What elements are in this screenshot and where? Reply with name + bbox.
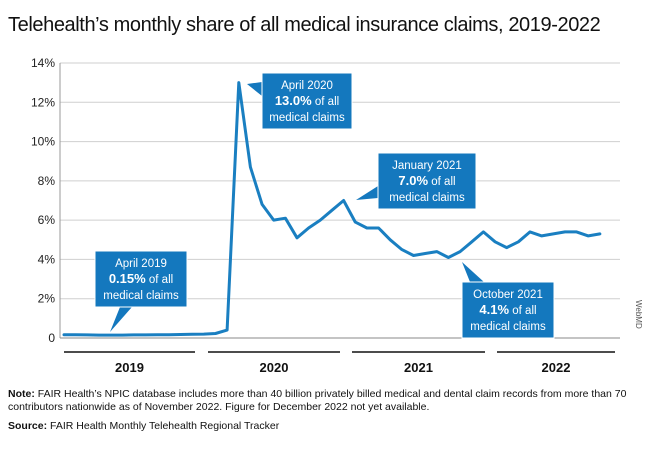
callout-value: 13.0% <box>275 93 312 108</box>
callout-value-line: 13.0% of all <box>275 93 339 108</box>
y-tick-label: 14% <box>31 56 55 70</box>
callout-date: October 2021 <box>473 289 543 301</box>
source-line: Source: FAIR Health Monthly Telehealth R… <box>8 420 644 432</box>
callout-date: April 2019 <box>115 258 167 270</box>
gridlines <box>59 62 620 339</box>
series-line-telehealth-share <box>62 81 602 337</box>
year-label-2021: 2021 <box>404 360 433 375</box>
chart-title: Telehealth’s monthly share of all medica… <box>8 14 601 36</box>
source-text: FAIR Health Monthly Telehealth Regional … <box>50 420 280 432</box>
callout-caption: medical claims <box>470 321 546 333</box>
callout-caption: medical claims <box>269 112 345 124</box>
year-label-2019: 2019 <box>115 360 144 375</box>
callout-box <box>261 72 353 130</box>
callout-value-suffix: of all <box>509 305 537 317</box>
y-tick-label: 6% <box>38 213 56 227</box>
callout-value: 0.15% <box>109 271 146 286</box>
x-axis-year-groups: 2019 2020 2021 2022 <box>64 351 615 375</box>
callout-pointer <box>110 307 132 332</box>
source-label: Source: <box>8 420 48 432</box>
year-label-2020: 2020 <box>260 360 289 375</box>
y-tick-label: 12% <box>31 95 55 109</box>
callout-date: April 2020 <box>281 80 333 92</box>
y-tick-label: 0 <box>48 331 55 345</box>
callout-value-line: 0.15% of all <box>109 271 173 286</box>
y-tick-label: 2% <box>38 292 56 306</box>
callout-value: 4.1% <box>479 302 509 317</box>
callout-pointer <box>356 186 378 200</box>
footnote-label: Note: <box>8 388 35 400</box>
callout-value: 7.0% <box>398 173 428 188</box>
callout-box <box>461 281 555 339</box>
watermark-text: WebMD <box>634 300 643 329</box>
callout-value-suffix: of all <box>146 274 174 286</box>
line-chart: 0 2% 4% 6% 8% 10% 12% 14% 2019 2020 2021 2022 Apri… <box>31 56 643 375</box>
callout-caption: medical claims <box>389 192 465 204</box>
footnote-text: FAIR Health’s NPIC database includes mor… <box>8 388 627 413</box>
year-label-2022: 2022 <box>542 360 571 375</box>
y-tick-label: 8% <box>38 174 56 188</box>
callout-pointer <box>462 262 484 282</box>
callout-pointer <box>247 82 262 96</box>
footnote: Note: FAIR Health’s NPIC database includ… <box>8 388 644 414</box>
y-tick-label: 4% <box>38 252 56 266</box>
callout-caption: medical claims <box>103 290 179 302</box>
callout-box <box>377 152 477 210</box>
callout-date: January 2021 <box>392 160 462 172</box>
callout-value-line: 7.0% of all <box>398 173 455 188</box>
callout-box <box>94 250 188 308</box>
y-tick-label: 10% <box>31 135 55 149</box>
callout-value-suffix: of all <box>312 96 340 108</box>
callout-value-suffix: of all <box>428 176 456 188</box>
y-axis-ticks: 0 2% 4% 6% 8% 10% 12% 14% <box>31 56 55 345</box>
callout-value-line: 4.1% of all <box>479 302 536 317</box>
